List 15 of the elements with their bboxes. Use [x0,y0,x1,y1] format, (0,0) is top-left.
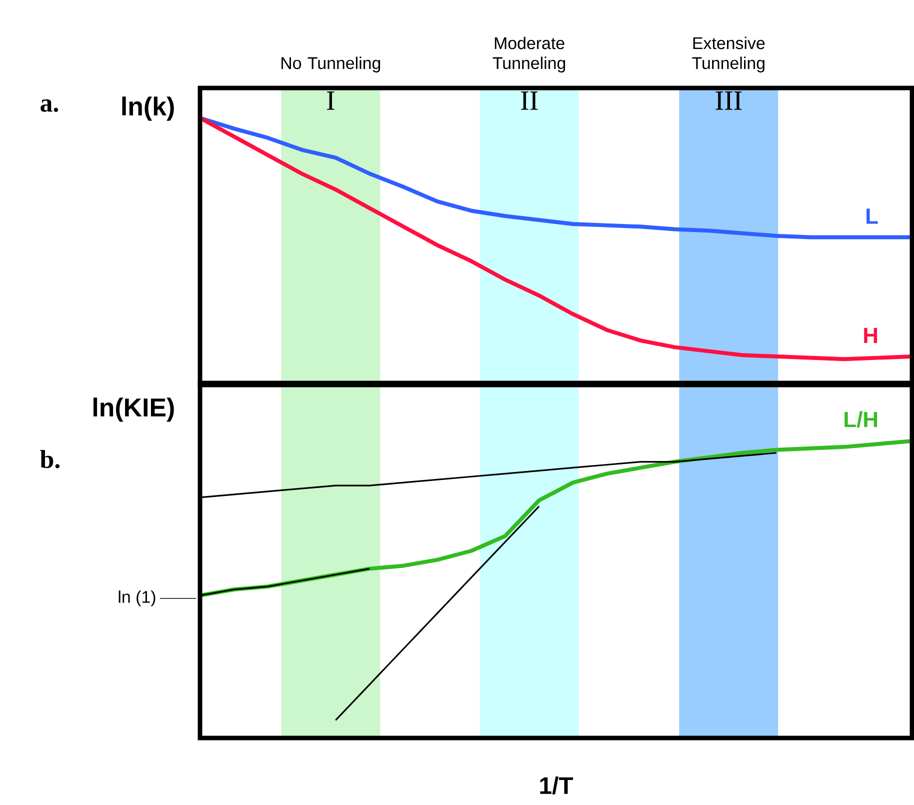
y-axis-title: ln(k) [122,96,174,121]
text: II [521,92,538,110]
y-axis-title: ln(KIE) [93,398,174,422]
text: III [716,92,742,110]
series-label: L [866,208,878,224]
text: I [327,92,334,110]
text: a. [40,99,58,112]
series-label: L/H [844,411,878,428]
text: b. [40,450,60,468]
series-label: H [864,328,878,343]
text: Moderate Tunneling [492,36,566,72]
text: Extensive Tunneling [692,36,765,72]
x-axis-title: 1/T [540,776,574,794]
text: No Tunneling [282,56,380,72]
ref-line-label: ln (1) [118,590,156,606]
